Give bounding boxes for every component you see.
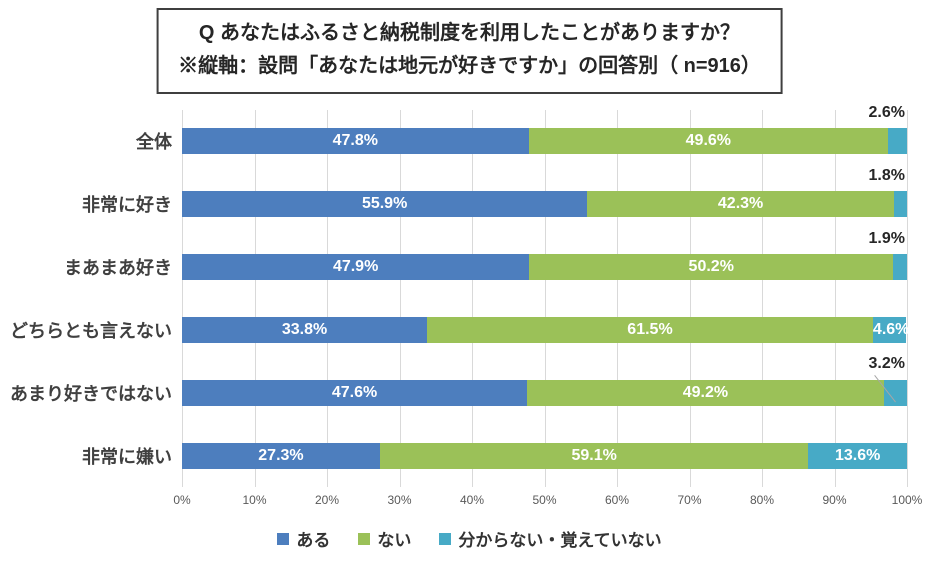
bar-value-label: 47.6% bbox=[331, 383, 378, 401]
legend-swatch bbox=[277, 532, 290, 545]
stacked-bar: 47.6% 49.2% bbox=[182, 379, 907, 406]
bar-value-label: 59.1% bbox=[571, 446, 617, 464]
stacked-bar: 55.9% 42.3% bbox=[182, 191, 907, 218]
category-label: 非常に嫌い bbox=[82, 446, 172, 467]
bar-segment-wakaranai: 13.6% bbox=[808, 442, 907, 469]
stacked-bar: 47.8% 49.6% bbox=[182, 128, 907, 155]
bar-segment-aru: 47.6% bbox=[182, 379, 528, 406]
chart-title-line1: Q あなたはふるさと納税制度を利用したことがありますか？ bbox=[198, 22, 741, 44]
bar-track: 47.8% 49.6% 2.6% bbox=[182, 104, 907, 173]
bar-row: どちらとも言えない 33.8% 61.5% 4.6% bbox=[0, 299, 939, 362]
bar-segment-nai: 50.2% bbox=[529, 254, 894, 281]
bar-value-label-outside: 2.6% bbox=[868, 104, 905, 121]
gridline bbox=[689, 110, 691, 487]
plot-area: 全体 47.8% 49.6% 2.6% 非常に好き 55.9% 42.3% 1.8% まあまあ好… bbox=[0, 104, 939, 487]
category-label: 非常に好き bbox=[82, 195, 172, 216]
bar-value-label: 27.3% bbox=[258, 446, 304, 464]
gridline bbox=[544, 110, 546, 487]
legend-item: ない bbox=[358, 526, 411, 551]
x-axis: 0% 10% 20% 30% 40% 50% 60% 70% 80% 90% 100% bbox=[173, 493, 922, 513]
plot-gridlines bbox=[182, 110, 908, 487]
bar-row: まあまあ好き 47.9% 50.2% 1.9% bbox=[0, 230, 939, 299]
category-label: あまり好きではない bbox=[10, 383, 172, 404]
gridline bbox=[617, 110, 618, 487]
bar-segment-aru: 33.8% bbox=[182, 316, 428, 343]
bar-value-label: 49.6% bbox=[685, 132, 732, 150]
bar-segment-nai: 49.6% bbox=[528, 128, 889, 155]
bar-value-label: 13.6% bbox=[835, 446, 881, 464]
bar-value-label-outside: 1.8% bbox=[868, 166, 905, 184]
chart-title-line2: ※縦軸：設問「あなたは地元が好きですか」の回答別（ n=916） bbox=[178, 55, 761, 77]
bar-segment-aru: 55.9% bbox=[182, 191, 588, 218]
gridline bbox=[907, 110, 908, 487]
gridline bbox=[834, 110, 836, 487]
bar-value-label: 42.3% bbox=[717, 195, 764, 213]
bar-value-label: 33.8% bbox=[281, 320, 328, 338]
bar-segment-wakaranai bbox=[883, 379, 907, 406]
x-axis-tick-label: 80% bbox=[749, 493, 775, 507]
bar-value-label: 55.9% bbox=[361, 195, 408, 213]
stacked-bar: 27.3% 59.1% 13.6% bbox=[182, 442, 907, 469]
x-axis-tick-label: 0% bbox=[173, 493, 191, 507]
category-label: まあまあ好き bbox=[64, 258, 172, 279]
bar-value-label: 47.9% bbox=[332, 258, 379, 276]
bar-segment-nai: 42.3% bbox=[587, 191, 894, 218]
category-label: 全体 bbox=[136, 132, 172, 153]
gridline bbox=[399, 110, 401, 487]
bar-segment-aru: 27.3% bbox=[182, 442, 380, 469]
legend-label: 分からない・覚えていない bbox=[458, 531, 662, 550]
category-label: どちらとも言えない bbox=[10, 320, 172, 341]
x-axis-tick-label: 40% bbox=[459, 493, 485, 507]
gridline bbox=[254, 110, 256, 487]
x-axis-tick-label: 100% bbox=[891, 493, 923, 507]
legend-label: ない bbox=[377, 531, 412, 550]
bar-track: 27.3% 59.1% 13.6% bbox=[182, 424, 907, 487]
bar-value-label: 49.2% bbox=[682, 383, 729, 401]
x-axis-tick-label: 20% bbox=[314, 493, 340, 507]
gridline bbox=[327, 110, 328, 487]
gridline bbox=[762, 110, 763, 487]
bar-track: 47.9% 50.2% 1.9% bbox=[182, 230, 907, 299]
bar-track: 55.9% 42.3% 1.8% bbox=[182, 167, 907, 236]
x-axis-tick-label: 70% bbox=[677, 493, 702, 507]
bar-segment-wakaranai: 4.6% bbox=[872, 316, 910, 343]
bar-value-label: 47.8% bbox=[332, 132, 378, 150]
bar-value-label: 4.6% bbox=[872, 320, 910, 338]
stacked-bar: 33.8% 61.5% 4.6% bbox=[182, 316, 910, 343]
legend-item: ある bbox=[277, 526, 330, 551]
bar-row: 全体 47.8% 49.6% 2.6% bbox=[0, 104, 939, 173]
chart-legend: ある ない 分からない・覚えていない bbox=[0, 526, 939, 551]
gridline bbox=[472, 110, 473, 487]
x-axis-tick-label: 50% bbox=[532, 493, 557, 507]
bar-segment-nai: 59.1% bbox=[379, 442, 809, 469]
bar-segment-aru: 47.8% bbox=[182, 128, 529, 155]
x-axis-tick-label: 60% bbox=[604, 493, 630, 507]
bar-row: 非常に好き 55.9% 42.3% 1.8% bbox=[0, 167, 939, 236]
chart-title-box: Q あなたはふるさと納税制度を利用したことがありますか？ ※縦軸：設問「あなたは… bbox=[156, 8, 783, 94]
bar-segment-nai: 49.2% bbox=[527, 379, 884, 406]
bar-segment-nai: 61.5% bbox=[427, 316, 873, 343]
bar-track: 47.6% 49.2% 3.2% bbox=[182, 355, 907, 424]
x-axis-tick-label: 30% bbox=[387, 493, 412, 507]
x-axis-tick-label: 10% bbox=[242, 493, 267, 507]
legend-swatch bbox=[358, 532, 371, 545]
bar-row: 非常に嫌い 27.3% 59.1% 13.6% bbox=[0, 424, 939, 487]
bar-segment-wakaranai bbox=[888, 128, 907, 155]
bar-value-label-outside: 1.9% bbox=[868, 229, 905, 247]
bar-segment-wakaranai bbox=[893, 254, 907, 281]
bar-row: あまり好きではない 47.6% 49.2% 3.2% bbox=[0, 355, 939, 424]
gridline bbox=[182, 110, 183, 487]
bar-segment-wakaranai bbox=[893, 191, 907, 218]
legend-item: 分からない・覚えていない bbox=[439, 526, 662, 551]
bar-value-label: 50.2% bbox=[688, 258, 734, 276]
bar-value-label-outside: 3.2% bbox=[868, 355, 905, 373]
legend-swatch bbox=[439, 532, 452, 545]
x-axis-tick-label: 90% bbox=[822, 493, 847, 507]
bar-segment-aru: 47.9% bbox=[182, 254, 530, 281]
stacked-bar: 47.9% 50.2% bbox=[182, 254, 907, 281]
bar-value-label: 61.5% bbox=[627, 320, 673, 338]
legend-label: ある bbox=[296, 531, 331, 550]
bar-track: 33.8% 61.5% 4.6% bbox=[182, 299, 910, 362]
